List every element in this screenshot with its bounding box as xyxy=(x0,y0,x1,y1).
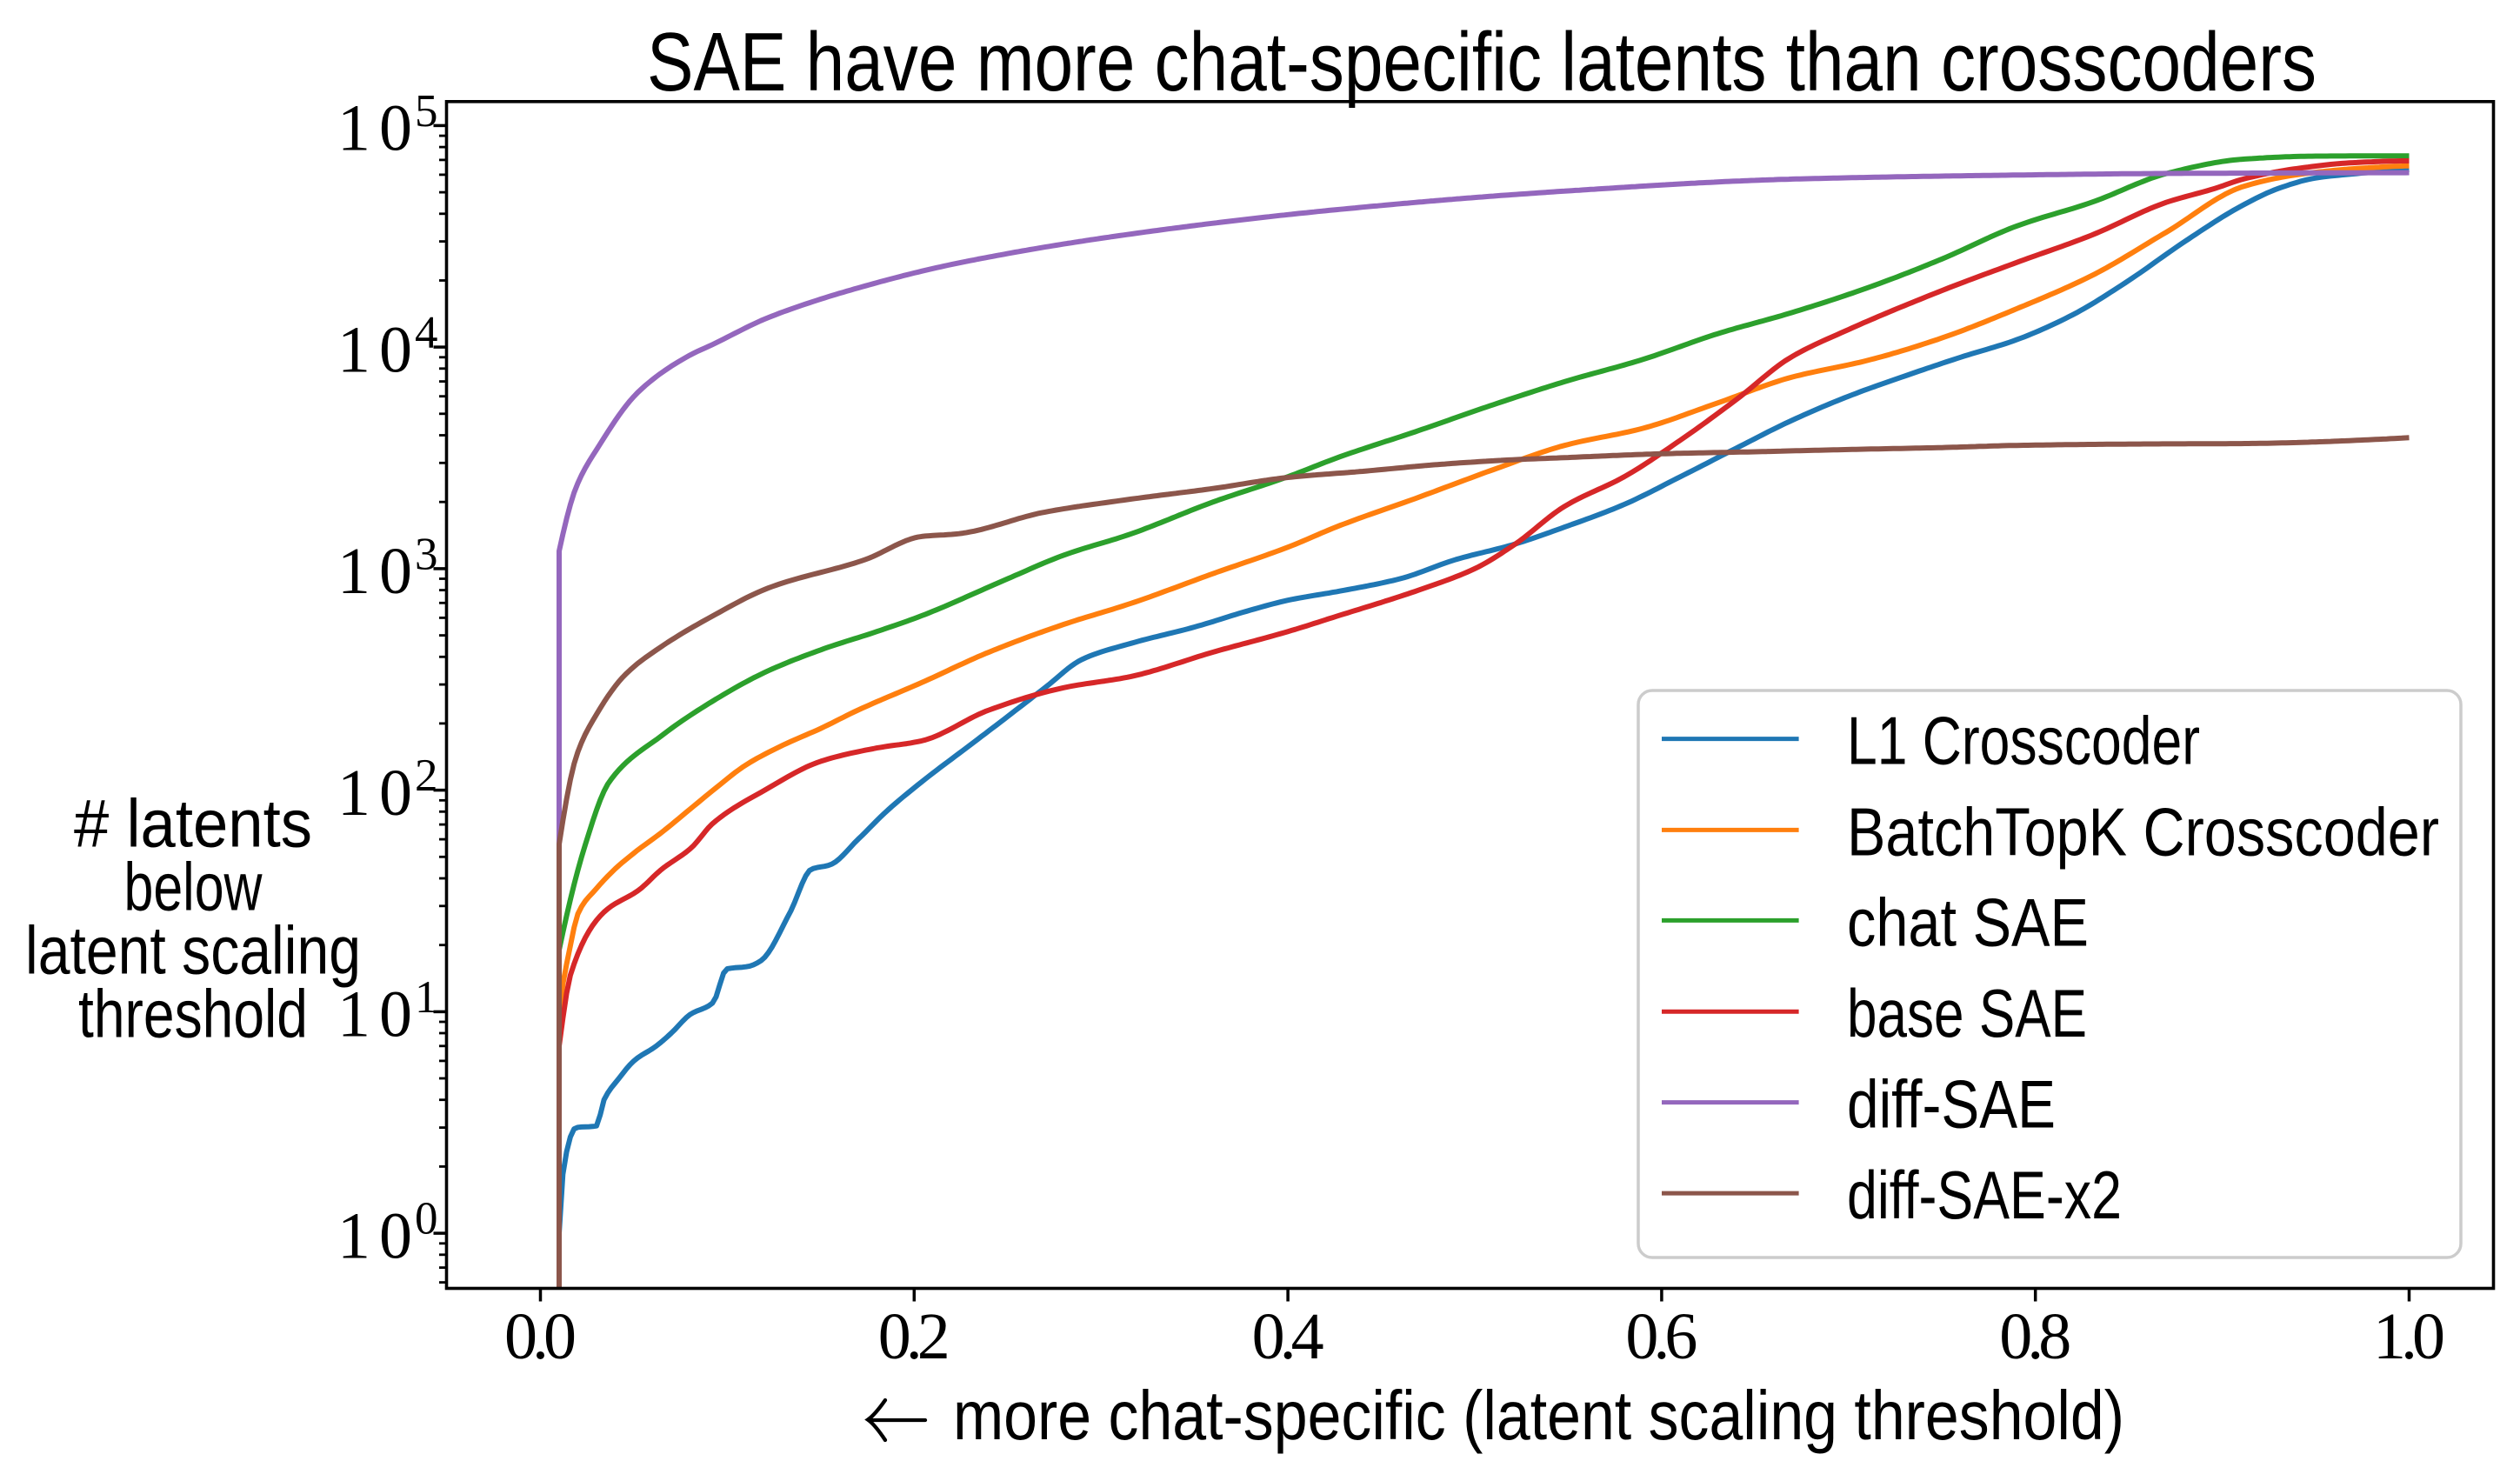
svg-text:diff-SAE: diff-SAE xyxy=(1847,1066,2056,1143)
svg-text:diff-SAE-x2: diff-SAE-x2 xyxy=(1847,1157,2122,1233)
svg-text:SAE have more chat-specific la: SAE have more chat-specific latents than… xyxy=(647,16,2317,109)
svg-text:3: 3 xyxy=(415,529,438,579)
svg-text:chat SAE: chat SAE xyxy=(1847,884,2089,960)
svg-text:1.0: 1.0 xyxy=(2373,1300,2445,1373)
svg-text:base SAE: base SAE xyxy=(1847,975,2087,1051)
svg-text:# latents: # latents xyxy=(74,785,312,862)
svg-text:0.0: 0.0 xyxy=(504,1300,577,1373)
svg-text:BatchTopK Crosscoder: BatchTopK Crosscoder xyxy=(1847,793,2439,870)
svg-text:0.6: 0.6 xyxy=(1625,1300,1697,1373)
svg-text:5: 5 xyxy=(415,86,438,137)
svg-text:4: 4 xyxy=(415,308,438,358)
svg-text:below: below xyxy=(124,849,263,925)
svg-text:threshold: threshold xyxy=(78,976,308,1052)
svg-text:2: 2 xyxy=(415,751,438,801)
svg-text:latent scaling: latent scaling xyxy=(25,912,361,989)
svg-text:0: 0 xyxy=(415,1194,438,1244)
svg-text:0.2: 0.2 xyxy=(878,1300,950,1373)
svg-text:0.8: 0.8 xyxy=(1999,1300,2071,1373)
svg-text:more chat-specific (latent sca: more chat-specific (latent scaling thres… xyxy=(953,1377,2124,1454)
svg-text:1: 1 xyxy=(415,972,438,1023)
svg-text:0.4: 0.4 xyxy=(1252,1300,1324,1373)
svg-text:L1 Crosscoder: L1 Crosscoder xyxy=(1847,703,2200,779)
